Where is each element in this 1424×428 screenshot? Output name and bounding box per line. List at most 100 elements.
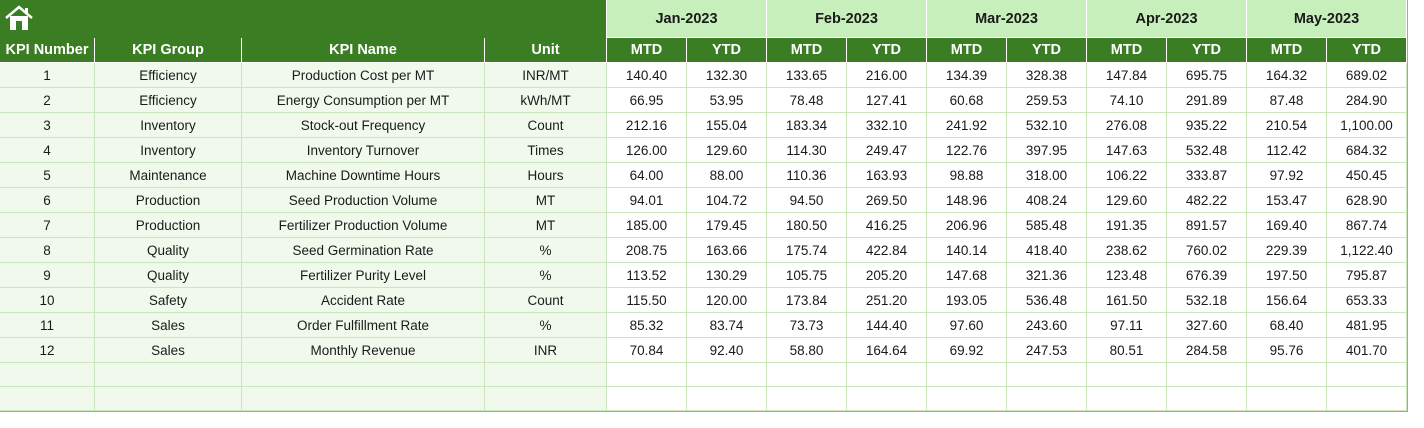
table-cell: 163.66 [687, 238, 767, 263]
empty-cell [0, 363, 95, 387]
table-cell: 795.87 [1327, 263, 1407, 288]
table-cell: 180.50 [767, 213, 847, 238]
column-header: MTD [607, 38, 687, 63]
empty-cell [767, 363, 847, 387]
table-cell: 585.48 [1007, 213, 1087, 238]
table-cell: 53.95 [687, 88, 767, 113]
column-header: YTD [847, 38, 927, 63]
table-cell: 175.74 [767, 238, 847, 263]
table-cell: 197.50 [1247, 263, 1327, 288]
table-cell: 80.51 [1087, 338, 1167, 363]
table-cell: 532.18 [1167, 288, 1247, 313]
table-cell: 481.95 [1327, 313, 1407, 338]
table-cell: 113.52 [607, 263, 687, 288]
table-cell: 482.22 [1167, 188, 1247, 213]
column-header: KPI Group [95, 38, 242, 63]
table-cell: Production Cost per MT [242, 63, 485, 88]
empty-cell [0, 387, 95, 411]
month-header: Mar-2023 [927, 0, 1087, 38]
table-cell: 418.40 [1007, 238, 1087, 263]
table-cell: Monthly Revenue [242, 338, 485, 363]
table-cell: 114.30 [767, 138, 847, 163]
table-cell: MT [485, 188, 607, 213]
empty-cell [485, 363, 607, 387]
table-cell: 140.14 [927, 238, 1007, 263]
table-cell: 397.95 [1007, 138, 1087, 163]
table-cell: 243.60 [1007, 313, 1087, 338]
table-cell: 191.35 [1087, 213, 1167, 238]
table-cell: 249.47 [847, 138, 927, 163]
table-cell: 68.40 [1247, 313, 1327, 338]
empty-cell [1087, 363, 1167, 387]
table-cell: 87.48 [1247, 88, 1327, 113]
table-cell: 126.00 [607, 138, 687, 163]
table-cell: 163.93 [847, 163, 927, 188]
home-icon[interactable] [2, 3, 36, 33]
table-cell: INR [485, 338, 607, 363]
table-cell: 216.00 [847, 63, 927, 88]
empty-cell [767, 387, 847, 411]
table-cell: 98.88 [927, 163, 1007, 188]
month-header: Apr-2023 [1087, 0, 1247, 38]
table-cell: 321.36 [1007, 263, 1087, 288]
table-cell: 251.20 [847, 288, 927, 313]
empty-cell [1007, 363, 1087, 387]
column-header: YTD [687, 38, 767, 63]
title-bar [0, 0, 607, 38]
table-cell: 4 [0, 138, 95, 163]
table-cell: Sales [95, 313, 242, 338]
table-cell: 169.40 [1247, 213, 1327, 238]
table-cell: 3 [0, 113, 95, 138]
table-cell: Seed Production Volume [242, 188, 485, 213]
table-cell: Inventory Turnover [242, 138, 485, 163]
table-cell: 259.53 [1007, 88, 1087, 113]
table-cell: 92.40 [687, 338, 767, 363]
empty-cell [1167, 363, 1247, 387]
table-cell: Safety [95, 288, 242, 313]
table-cell: Fertilizer Purity Level [242, 263, 485, 288]
empty-cell [687, 363, 767, 387]
table-cell: 147.68 [927, 263, 1007, 288]
table-cell: 193.05 [927, 288, 1007, 313]
table-cell: Sales [95, 338, 242, 363]
table-cell: 12 [0, 338, 95, 363]
table-cell: 5 [0, 163, 95, 188]
empty-cell [687, 387, 767, 411]
table-cell: 536.48 [1007, 288, 1087, 313]
table-cell: 333.87 [1167, 163, 1247, 188]
table-cell: 97.60 [927, 313, 1007, 338]
table-cell: 110.36 [767, 163, 847, 188]
column-header: MTD [1247, 38, 1327, 63]
table-cell: 11 [0, 313, 95, 338]
table-cell: 891.57 [1167, 213, 1247, 238]
table-cell: 58.80 [767, 338, 847, 363]
table-cell: 147.63 [1087, 138, 1167, 163]
table-cell: Fertilizer Production Volume [242, 213, 485, 238]
table-cell: 684.32 [1327, 138, 1407, 163]
empty-cell [847, 387, 927, 411]
table-cell: % [485, 238, 607, 263]
column-header: KPI Name [242, 38, 485, 63]
table-cell: 205.20 [847, 263, 927, 288]
table-cell: 70.84 [607, 338, 687, 363]
table-cell: 120.00 [687, 288, 767, 313]
table-cell: Production [95, 213, 242, 238]
table-cell: 156.64 [1247, 288, 1327, 313]
table-cell: 179.45 [687, 213, 767, 238]
table-cell: 867.74 [1327, 213, 1407, 238]
table-cell: 94.01 [607, 188, 687, 213]
table-cell: 95.76 [1247, 338, 1327, 363]
empty-cell [95, 363, 242, 387]
table-cell: Count [485, 288, 607, 313]
table-cell: 689.02 [1327, 63, 1407, 88]
table-cell: 276.08 [1087, 113, 1167, 138]
table-cell: 284.90 [1327, 88, 1407, 113]
table-cell: 238.62 [1087, 238, 1167, 263]
table-cell: 144.40 [847, 313, 927, 338]
table-cell: 328.38 [1007, 63, 1087, 88]
table-cell: 318.00 [1007, 163, 1087, 188]
column-header: YTD [1007, 38, 1087, 63]
table-cell: 129.60 [687, 138, 767, 163]
month-header: May-2023 [1247, 0, 1407, 38]
table-cell: 401.70 [1327, 338, 1407, 363]
